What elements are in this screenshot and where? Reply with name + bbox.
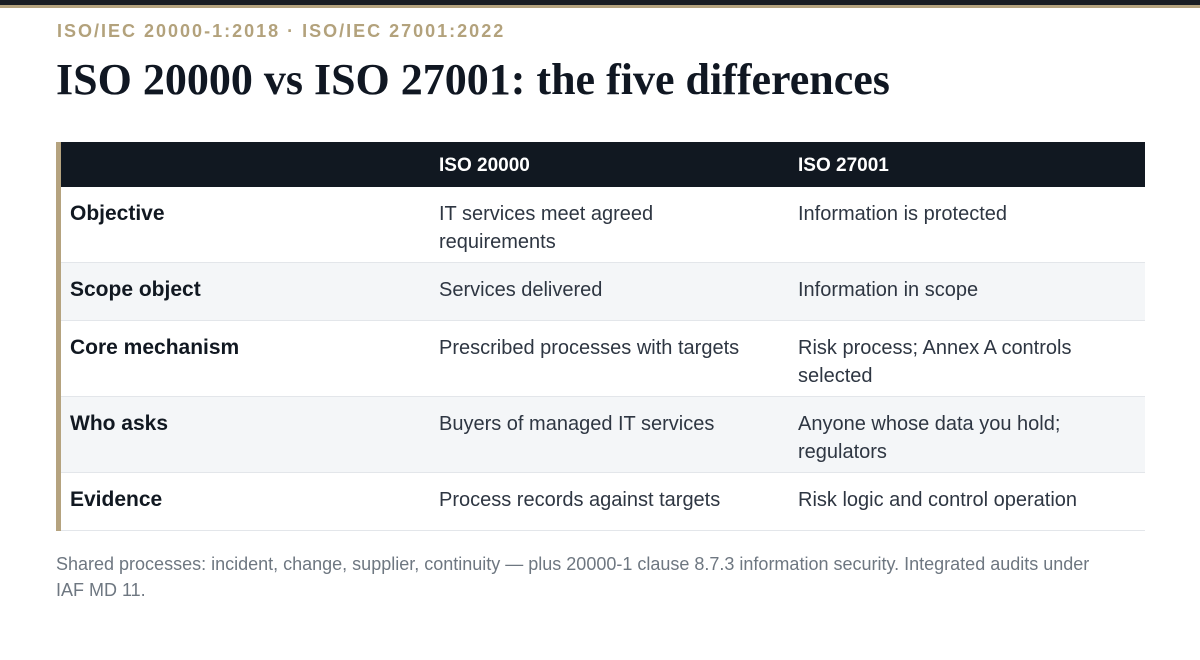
table-row: Core mechanism Prescribed processes with… [61, 321, 1145, 397]
top-accent-bar [0, 0, 1200, 8]
iso27001-cell: Risk logic and control operation [798, 489, 1078, 511]
table-row: Evidence Process records against targets… [61, 473, 1145, 531]
standards-kicker: ISO/IEC 20000-1:2018 · ISO/IEC 27001:202… [57, 21, 506, 41]
iso20000-cell: Prescribed processes with targets [439, 337, 740, 359]
iso27001-cell: Risk process; Annex A controls selected [798, 337, 1072, 387]
iso20000-cell: IT services meet agreed requirements [439, 203, 654, 253]
iso20000-cell: Services delivered [439, 279, 603, 301]
iso20000-cell: Buyers of managed IT services [439, 413, 715, 435]
column-header-criterion [61, 164, 430, 166]
table-row: Who asks Buyers of managed IT services A… [61, 397, 1145, 473]
table-header-row: ISO 20000 ISO 27001 [61, 142, 1145, 187]
iso27001-cell: Information in scope [798, 279, 979, 301]
iso27001-cell: Information is protected [798, 203, 1007, 225]
comparison-table: ISO 20000 ISO 27001 Objective IT service… [56, 142, 1145, 531]
column-header-iso20000: ISO 20000 [439, 154, 530, 176]
row-label: Objective [70, 202, 165, 225]
iso20000-cell: Process records against targets [439, 489, 721, 511]
row-label: Core mechanism [70, 336, 240, 359]
table-row: Scope object Services delivered Informat… [61, 263, 1145, 321]
row-label: Who asks [70, 412, 169, 435]
page-title: ISO 20000 vs ISO 27001: the five differe… [56, 55, 890, 104]
table-row: Objective IT services meet agreed requir… [61, 187, 1145, 263]
row-label: Evidence [70, 488, 163, 511]
footnote: Shared processes: incident, change, supp… [56, 554, 1090, 600]
row-label: Scope object [70, 278, 201, 301]
column-header-iso27001: ISO 27001 [798, 154, 889, 176]
iso27001-cell: Anyone whose data you hold; regulators [798, 413, 1061, 463]
